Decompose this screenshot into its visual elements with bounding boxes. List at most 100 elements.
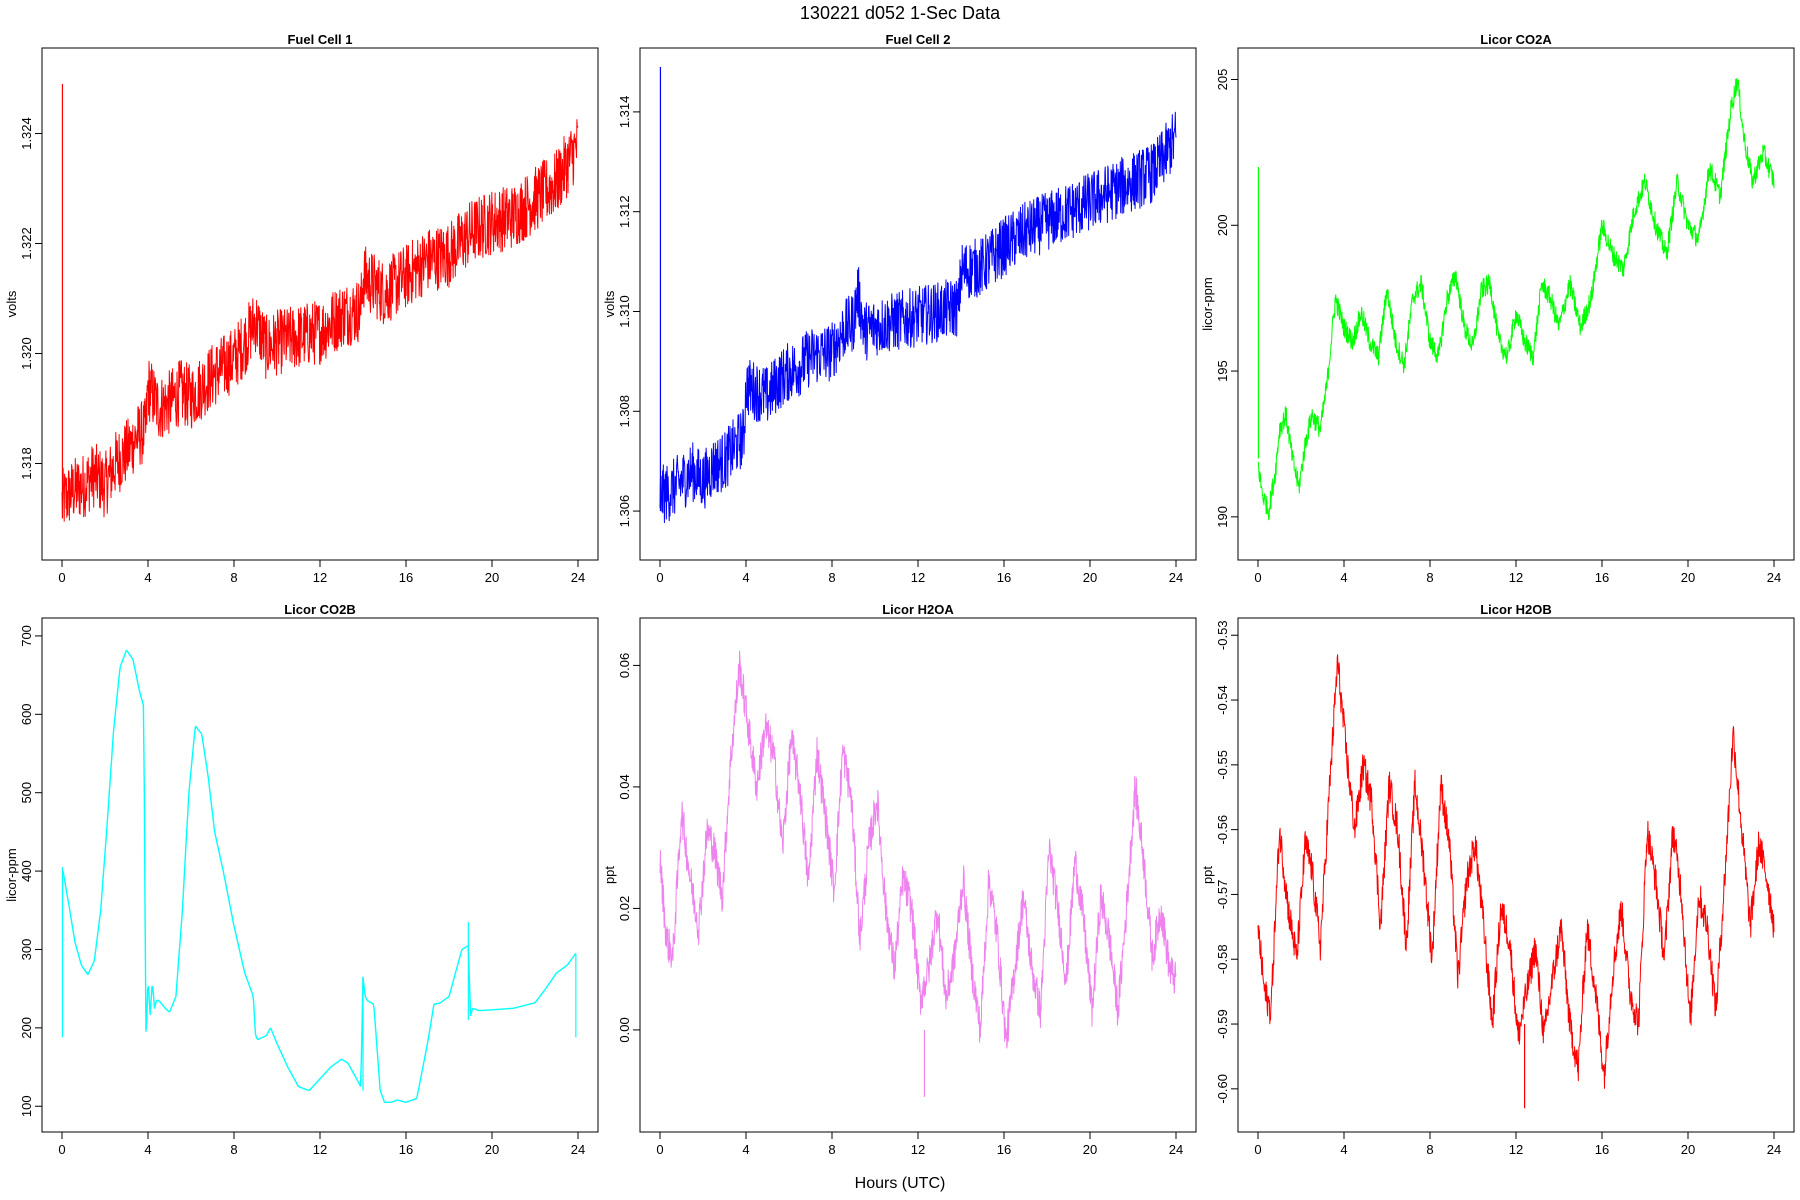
x-tick-label: 12 bbox=[313, 570, 327, 585]
x-tick-label: 20 bbox=[1083, 1142, 1097, 1157]
y-axis-label: volts bbox=[602, 290, 617, 317]
y-tick-label: 1.314 bbox=[617, 96, 632, 129]
plot-frame bbox=[1237, 47, 1795, 561]
y-tick-label: 0.06 bbox=[617, 653, 632, 678]
series-line bbox=[659, 650, 1177, 1049]
x-tick-label: 8 bbox=[1426, 570, 1433, 585]
panel-title: Licor H2OB bbox=[1480, 602, 1552, 617]
x-tick-label: 8 bbox=[828, 570, 835, 585]
x-tick-label: 8 bbox=[1426, 1142, 1433, 1157]
panel-title: Fuel Cell 1 bbox=[287, 32, 352, 47]
x-tick-label: 24 bbox=[1767, 1142, 1781, 1157]
y-tick-label: 195 bbox=[1215, 360, 1230, 382]
y-tick-label: 1.320 bbox=[19, 337, 34, 370]
y-axis-label: ppt bbox=[1200, 866, 1215, 884]
x-tick-label: 16 bbox=[1595, 570, 1609, 585]
x-tick-label: 8 bbox=[230, 570, 237, 585]
y-tick-label: 500 bbox=[19, 782, 34, 804]
y-tick-label: -0.59 bbox=[1215, 1009, 1230, 1039]
figure-title: 130221 d052 1-Sec Data bbox=[800, 3, 1001, 23]
x-tick-label: 4 bbox=[742, 570, 749, 585]
x-tick-label: 20 bbox=[1681, 1142, 1695, 1157]
y-tick-label: 1.310 bbox=[617, 295, 632, 328]
y-tick-label: -0.58 bbox=[1215, 944, 1230, 974]
x-tick-label: 4 bbox=[1340, 570, 1347, 585]
x-tick-label: 24 bbox=[571, 570, 585, 585]
y-axis-label: ppt bbox=[602, 866, 617, 884]
plot-frame bbox=[1237, 617, 1795, 1133]
x-tick-label: 20 bbox=[1681, 570, 1695, 585]
panel-licor-h2ob: Licor H2OB ppt 0 4 8 12 16 20 24 -0.60 -0.59 -0.58 -… bbox=[1200, 602, 1795, 1157]
plot-frame bbox=[41, 47, 599, 561]
x-tick-label: 0 bbox=[1254, 570, 1261, 585]
x-tick-label: 8 bbox=[230, 1142, 237, 1157]
panel-title: Licor CO2B bbox=[284, 602, 356, 617]
y-tick-label: 600 bbox=[19, 703, 34, 725]
y-axis-label: licor-ppm bbox=[1200, 277, 1215, 330]
y-tick-label: 400 bbox=[19, 860, 34, 882]
x-tick-label: 12 bbox=[1509, 570, 1523, 585]
x-tick-label: 12 bbox=[911, 570, 925, 585]
x-axis-label: Hours (UTC) bbox=[855, 1175, 946, 1192]
x-tick-label: 4 bbox=[144, 570, 151, 585]
x-tick-label: 24 bbox=[1169, 570, 1183, 585]
x-tick-label: 12 bbox=[1509, 1142, 1523, 1157]
x-tick-label: 20 bbox=[485, 1142, 499, 1157]
x-tick-label: 24 bbox=[1169, 1142, 1183, 1157]
y-tick-label: 1.306 bbox=[617, 495, 632, 528]
y-tick-label: 100 bbox=[19, 1095, 34, 1117]
series-line bbox=[61, 119, 579, 522]
y-tick-label: 0.02 bbox=[617, 896, 632, 921]
x-tick-label: 16 bbox=[997, 570, 1011, 585]
panel-fuel-cell-2: Fuel Cell 2 volts 0 4 8 12 16 20 24 1.306 1.308 1.3… bbox=[602, 32, 1197, 585]
panel-title: Fuel Cell 2 bbox=[885, 32, 950, 47]
series-line bbox=[1257, 78, 1775, 521]
y-axis-label: volts bbox=[4, 290, 19, 317]
x-tick-label: 20 bbox=[485, 570, 499, 585]
x-tick-label: 4 bbox=[1340, 1142, 1347, 1157]
y-tick-label: -0.60 bbox=[1215, 1074, 1230, 1104]
series-line bbox=[1257, 654, 1775, 1089]
y-tick-label: -0.55 bbox=[1215, 750, 1230, 780]
y-tick-label: 1.312 bbox=[617, 195, 632, 228]
y-tick-label: 0.00 bbox=[617, 1017, 632, 1042]
y-tick-label: 1.308 bbox=[617, 395, 632, 428]
x-tick-label: 12 bbox=[313, 1142, 327, 1157]
x-tick-label: 16 bbox=[399, 570, 413, 585]
x-tick-label: 16 bbox=[997, 1142, 1011, 1157]
y-tick-label: -0.54 bbox=[1215, 685, 1230, 715]
y-tick-label: -0.57 bbox=[1215, 880, 1230, 910]
x-tick-label: 0 bbox=[58, 1142, 65, 1157]
series-line bbox=[62, 649, 577, 1103]
x-tick-label: 24 bbox=[1767, 570, 1781, 585]
panel-title: Licor CO2A bbox=[1480, 32, 1552, 47]
panel-licor-co2b: Licor CO2B licor-ppm 0 4 8 12 16 20 24 100 200 300 4… bbox=[4, 602, 599, 1157]
y-tick-label: 300 bbox=[19, 939, 34, 961]
x-tick-label: 16 bbox=[1595, 1142, 1609, 1157]
panel-grid: Fuel Cell 1 volts 0 4 8 12 16 20 24 1.318 1.320 1.3… bbox=[4, 32, 1795, 1157]
x-tick-label: 24 bbox=[571, 1142, 585, 1157]
x-tick-label: 16 bbox=[399, 1142, 413, 1157]
y-tick-label: -0.53 bbox=[1215, 620, 1230, 650]
y-tick-label: 190 bbox=[1215, 506, 1230, 528]
y-tick-label: 1.318 bbox=[19, 447, 34, 480]
y-tick-label: -0.56 bbox=[1215, 815, 1230, 845]
y-tick-label: 0.04 bbox=[617, 774, 632, 799]
panel-licor-h2oa: Licor H2OA ppt 0 4 8 12 16 20 24 0.00 0.02 0.04 0.06 bbox=[602, 602, 1197, 1157]
plot-frame bbox=[41, 617, 599, 1133]
y-tick-label: 1.324 bbox=[19, 117, 34, 150]
x-tick-label: 8 bbox=[828, 1142, 835, 1157]
y-tick-label: 205 bbox=[1215, 69, 1230, 91]
x-tick-label: 0 bbox=[656, 570, 663, 585]
y-axis-label: licor-ppm bbox=[4, 848, 19, 901]
series-line bbox=[659, 111, 1177, 524]
y-tick-label: 200 bbox=[1215, 214, 1230, 236]
y-tick-label: 700 bbox=[19, 625, 34, 647]
panel-title: Licor H2OA bbox=[882, 602, 954, 617]
x-tick-label: 4 bbox=[742, 1142, 749, 1157]
x-tick-label: 0 bbox=[58, 570, 65, 585]
x-tick-label: 0 bbox=[1254, 1142, 1261, 1157]
y-tick-label: 200 bbox=[19, 1017, 34, 1039]
x-tick-label: 12 bbox=[911, 1142, 925, 1157]
